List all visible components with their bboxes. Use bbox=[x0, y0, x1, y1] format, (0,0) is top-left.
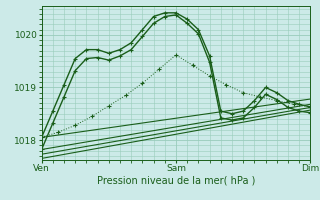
X-axis label: Pression niveau de la mer( hPa ): Pression niveau de la mer( hPa ) bbox=[97, 176, 255, 186]
